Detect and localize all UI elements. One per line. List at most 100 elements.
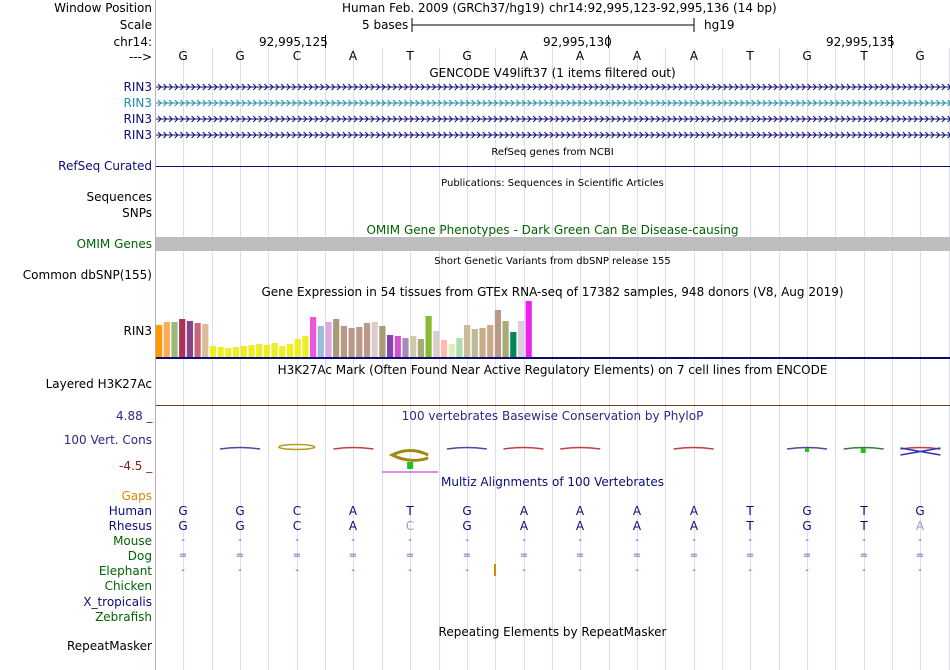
gtex-tissue-bar xyxy=(202,324,209,357)
alignment-base: = xyxy=(235,550,245,561)
gtex-label[interactable]: RIN3 xyxy=(123,324,153,338)
alignment-base: - xyxy=(805,535,809,546)
alignment-base: - xyxy=(522,565,526,576)
base-letter: T xyxy=(406,49,414,63)
species-label[interactable]: X_tropicalis xyxy=(83,595,152,609)
alignment-base: - xyxy=(918,535,922,546)
repeatmasker-label[interactable]: RepeatMasker xyxy=(66,639,152,653)
base-letter: G xyxy=(178,49,188,63)
alignment-base: T xyxy=(746,519,754,533)
species-label[interactable]: Human xyxy=(108,504,152,518)
alignment-base: G xyxy=(802,504,812,518)
gtex-tissue-bar xyxy=(356,327,363,357)
coord-tick xyxy=(325,35,326,48)
gtex-tissue-bar xyxy=(525,301,532,357)
omim-title[interactable]: OMIM Gene Phenotypes - Dark Green Can Be… xyxy=(366,223,739,237)
publications-title[interactable]: Publications: Sequences in Scientific Ar… xyxy=(441,178,664,189)
gtex-tissue-bar xyxy=(448,344,455,357)
sequences-label[interactable]: Sequences xyxy=(86,190,152,204)
gencode-track-label[interactable]: RIN3 xyxy=(123,112,153,126)
base-letter: T xyxy=(746,49,754,63)
base-letter: C xyxy=(292,49,302,63)
dbsnp-title[interactable]: Short Genetic Variants from dbSNP releas… xyxy=(434,256,671,267)
gtex-tissue-bar xyxy=(456,338,463,357)
coord-label: 92,995,125 xyxy=(259,35,328,49)
alignment-base: = xyxy=(405,550,415,561)
h3k27ac-title[interactable]: H3K27Ac Mark (Often Found Near Active Re… xyxy=(277,363,828,377)
strand-label: ---> xyxy=(128,50,152,64)
gtex-tissue-bar xyxy=(310,317,317,357)
alignment-base: A xyxy=(632,519,642,533)
coord-label: 92,995,130 xyxy=(543,35,612,49)
phylop-label[interactable]: 100 Vert. Cons xyxy=(63,433,152,447)
alignment-base: - xyxy=(635,565,639,576)
gtex-tissue-bar xyxy=(156,325,163,357)
gtex-title[interactable]: Gene Expression in 54 tissues from GTEx … xyxy=(261,285,844,299)
alignment-base: = xyxy=(745,550,755,561)
gtex-tissue-bar xyxy=(256,344,263,357)
alignment-base: A xyxy=(519,519,529,533)
gtex-tissue-bar xyxy=(464,325,471,357)
species-label[interactable]: Mouse xyxy=(113,534,152,548)
species-label[interactable]: Elephant xyxy=(98,564,152,578)
phylop-base-glyph xyxy=(805,448,810,452)
gencode-track-label[interactable]: RIN3 xyxy=(123,80,153,94)
alignment-base: A xyxy=(348,504,358,518)
alignment-base: - xyxy=(295,535,299,546)
omim-feature-bar[interactable] xyxy=(156,237,950,251)
label-separator xyxy=(155,0,156,670)
gencode-track-label[interactable]: RIN3 xyxy=(123,96,153,110)
gencode-title[interactable]: GENCODE V49lift37 (1 items filtered out) xyxy=(429,66,676,80)
gencode-track-label[interactable]: RIN3 xyxy=(123,128,153,142)
alignment-base: A xyxy=(575,504,585,518)
alignment-base: C xyxy=(405,519,415,533)
species-label[interactable]: Rhesus xyxy=(108,519,152,533)
gtex-tissue-bar xyxy=(317,326,324,357)
guide-line xyxy=(694,48,695,670)
phylop-base-glyph xyxy=(673,446,714,450)
multiz-title[interactable]: Multiz Alignments of 100 Vertebrates xyxy=(440,475,665,489)
species-label[interactable]: Dog xyxy=(127,549,152,563)
guide-line xyxy=(609,48,610,670)
guide-line xyxy=(665,48,666,670)
species-label[interactable]: Chicken xyxy=(104,579,152,593)
alignment-base: - xyxy=(295,565,299,576)
phylop-base-glyph xyxy=(503,446,544,450)
gtex-tissue-bar xyxy=(494,310,501,357)
dbsnp-label[interactable]: Common dbSNP(155) xyxy=(22,268,152,282)
alignment-base: - xyxy=(862,535,866,546)
refseq-label[interactable]: RefSeq Curated xyxy=(58,159,152,173)
gtex-tissue-bar xyxy=(248,345,255,357)
repeatmasker-title[interactable]: Repeating Elements by RepeatMasker xyxy=(438,625,667,639)
gtex-tissue-bar xyxy=(271,343,278,357)
species-label[interactable]: Zebrafish xyxy=(95,610,152,624)
refseq-gene-line[interactable] xyxy=(156,166,950,167)
scale-text: 5 bases xyxy=(362,18,409,32)
gtex-tissue-bar xyxy=(263,345,270,357)
base-letter: A xyxy=(519,49,529,63)
phylop-base-glyph xyxy=(843,446,884,450)
alignment-base: - xyxy=(805,565,809,576)
gtex-tissue-bar xyxy=(163,322,170,357)
transcript-line xyxy=(156,131,950,139)
alignment-base: = xyxy=(575,550,585,561)
phylop-base-glyph xyxy=(278,443,316,451)
phylop-max-label: 4.88 _ xyxy=(116,409,153,423)
snps-label[interactable]: SNPs xyxy=(122,206,152,220)
omim-label[interactable]: OMIM Genes xyxy=(76,237,152,251)
gaps-label[interactable]: Gaps xyxy=(121,489,152,503)
h3k27ac-label[interactable]: Layered H3K27Ac xyxy=(45,377,152,391)
gtex-tissue-bar xyxy=(379,326,386,357)
phylop-title[interactable]: 100 vertebrates Basewise Conservation by… xyxy=(401,409,704,423)
alignment-base: = xyxy=(519,550,529,561)
alignment-base: A xyxy=(632,504,642,518)
phylop-base-glyph xyxy=(446,446,487,450)
alignment-base: A xyxy=(348,519,358,533)
alignment-base: C xyxy=(292,519,302,533)
gtex-tissue-bar xyxy=(371,322,378,357)
guide-line xyxy=(892,48,893,670)
refseq-title[interactable]: RefSeq genes from NCBI xyxy=(491,147,614,158)
